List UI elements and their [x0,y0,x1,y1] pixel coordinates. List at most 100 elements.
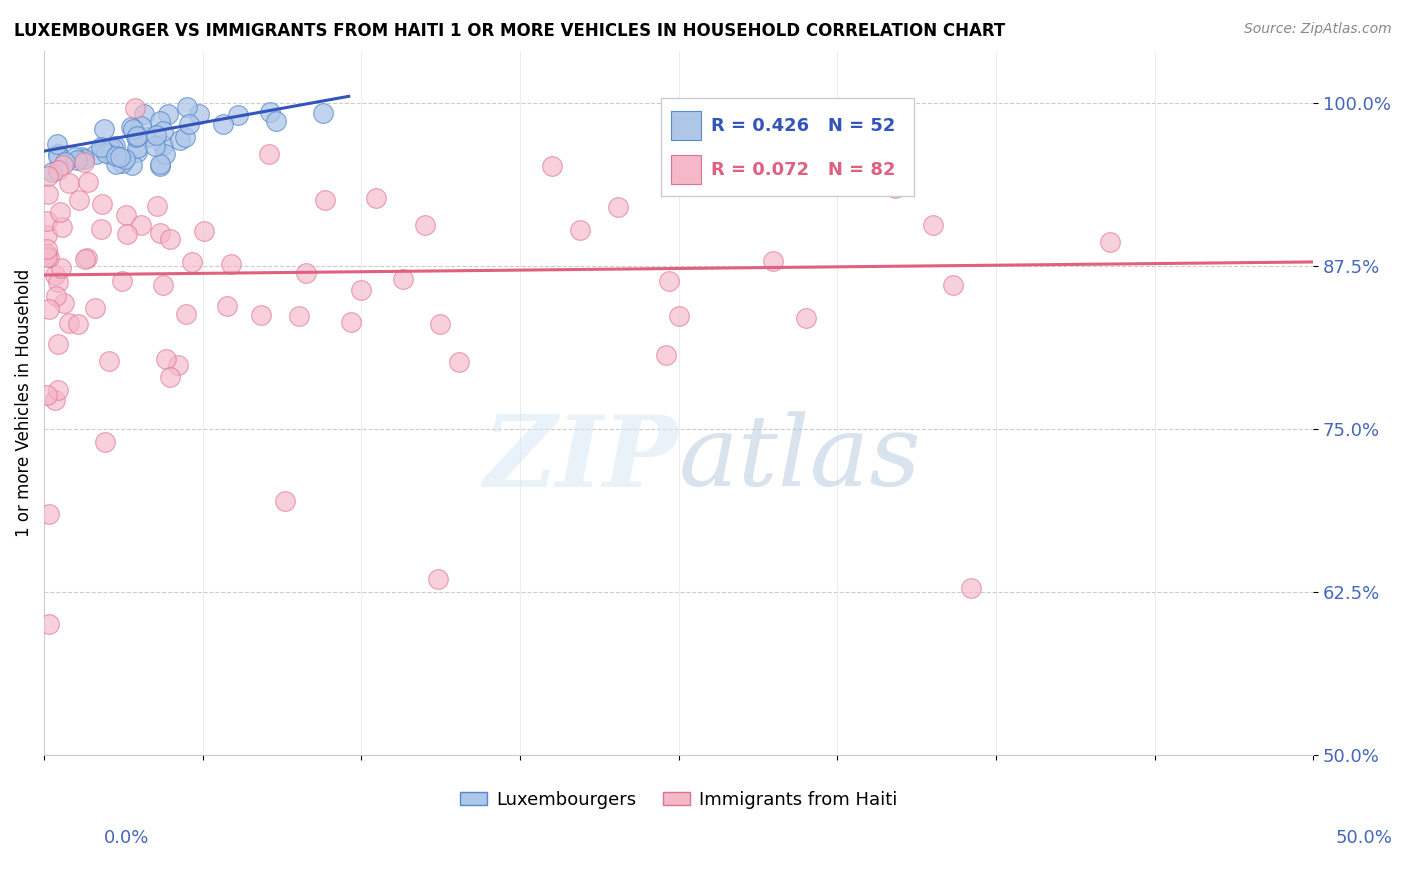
Point [540,159,562,173]
Point [413,218,436,232]
Point [35,250,58,264]
Point [176,99,198,113]
Point [67,193,90,207]
Point [105,157,128,171]
Point [339,315,361,329]
Point [153,146,176,161]
Point [93,121,115,136]
Point [75,252,97,266]
Point [35,246,58,260]
Point [177,118,200,132]
Legend: Luxembourgers, Immigrants from Haiti: Luxembourgers, Immigrants from Haiti [453,784,905,816]
Point [181,255,204,269]
Point [108,150,131,164]
Point [115,208,138,222]
Point [364,191,387,205]
Point [921,218,943,232]
Point [66,153,89,167]
Point [77,175,100,189]
Point [49,261,72,276]
Point [658,274,681,288]
Point [173,129,195,144]
Point [46,275,69,289]
Point [136,129,159,144]
Point [125,129,148,144]
Point [120,120,142,134]
Text: Source: ZipAtlas.com: Source: ZipAtlas.com [1244,22,1392,37]
Point [159,232,181,246]
Point [314,193,336,207]
Point [117,227,139,241]
Point [67,318,90,332]
Point [249,308,271,322]
Point [70,150,93,164]
Point [187,107,209,121]
Point [35,227,58,242]
Text: atlas: atlas [679,411,921,507]
Point [143,138,166,153]
Point [155,351,177,366]
Point [426,572,449,586]
Point [149,226,172,240]
Point [46,149,69,163]
Point [35,388,58,402]
Point [104,139,127,153]
Point [37,242,59,256]
Point [794,311,817,326]
Point [134,107,156,121]
Point [215,299,238,313]
Point [157,107,180,121]
Point [942,277,965,292]
Point [35,214,58,228]
Point [38,507,60,521]
Point [45,288,67,302]
Point [46,136,69,151]
Point [49,205,72,219]
Point [114,153,136,167]
Point [174,307,197,321]
Point [259,147,281,161]
Point [146,199,169,213]
Point [1099,235,1122,250]
Point [76,251,98,265]
Point [762,253,785,268]
Point [152,278,174,293]
Point [51,220,73,235]
Point [90,221,112,235]
Point [152,138,174,153]
Point [350,283,373,297]
Text: 50.0%: 50.0% [1336,829,1392,847]
Point [568,223,591,237]
Point [37,187,59,202]
Point [98,147,121,161]
Point [226,108,249,122]
Point [44,392,66,407]
Point [58,176,80,190]
Point [44,268,66,283]
Point [90,140,112,154]
Point [41,165,63,179]
Point [607,200,630,214]
Bar [671,155,702,185]
Point [37,169,59,184]
Point [149,114,172,128]
Point [149,159,172,173]
Point [55,154,77,169]
Point [274,493,297,508]
Point [46,163,69,178]
Text: ZIP: ZIP [484,411,679,508]
Point [73,155,96,169]
Point [63,150,86,164]
Point [391,272,413,286]
Point [959,581,981,595]
Point [145,128,167,142]
Point [48,147,70,161]
Point [122,121,145,136]
Point [449,355,471,369]
Text: 0.0%: 0.0% [104,829,149,847]
Point [127,140,149,154]
Point [211,117,233,131]
Point [73,153,96,167]
Point [266,113,288,128]
Y-axis label: 1 or more Vehicles in Household: 1 or more Vehicles in Household [15,268,32,537]
